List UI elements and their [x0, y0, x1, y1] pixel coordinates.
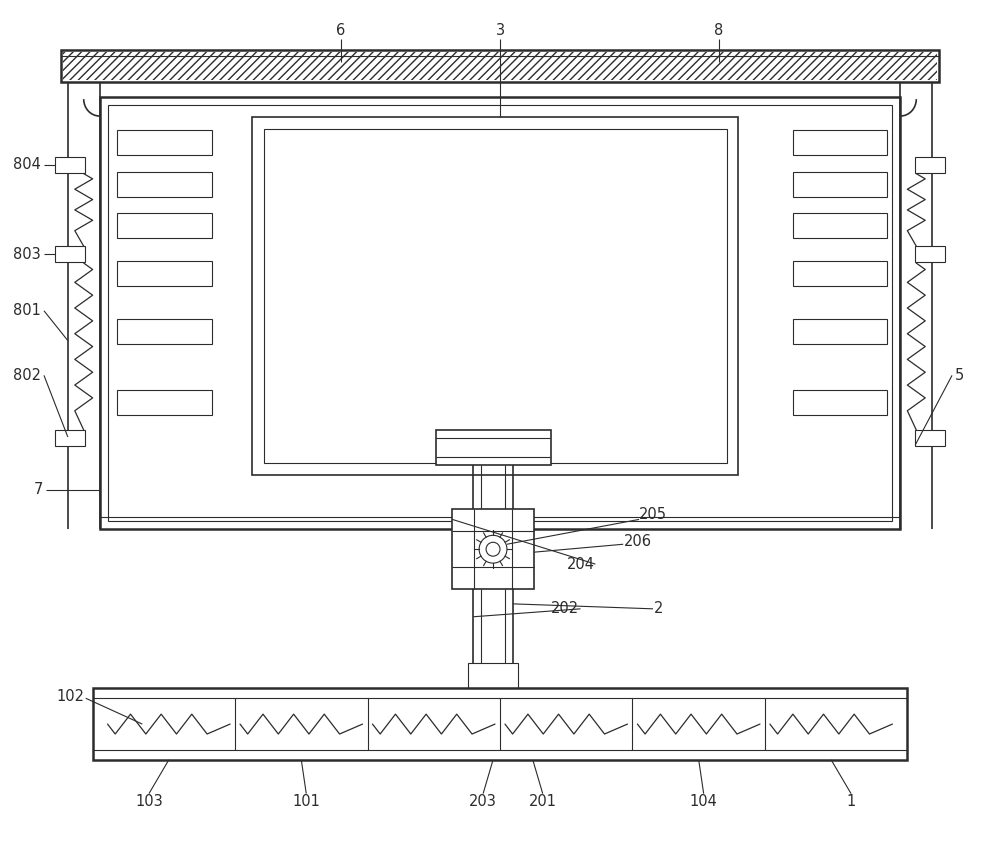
Text: 2: 2 — [654, 601, 663, 616]
Bar — [117, 318, 212, 343]
Text: 203: 203 — [469, 794, 497, 808]
Bar — [915, 430, 945, 446]
Bar — [55, 157, 85, 172]
Bar — [117, 214, 212, 239]
Text: 8: 8 — [714, 23, 723, 38]
Bar — [793, 390, 887, 415]
Text: 1: 1 — [846, 794, 856, 808]
Text: 803: 803 — [13, 246, 41, 262]
Text: 202: 202 — [551, 601, 579, 616]
Text: 6: 6 — [336, 23, 346, 38]
Bar — [63, 52, 937, 81]
Bar — [793, 172, 887, 196]
Text: 104: 104 — [690, 794, 718, 808]
Bar — [117, 130, 212, 154]
Bar — [117, 172, 212, 196]
Bar — [915, 157, 945, 172]
Text: 802: 802 — [13, 368, 41, 383]
Bar — [55, 430, 85, 446]
Text: 7: 7 — [34, 482, 43, 497]
Bar — [264, 129, 727, 462]
Text: 804: 804 — [13, 157, 41, 172]
Text: 206: 206 — [624, 534, 652, 549]
Bar — [468, 663, 518, 688]
Text: 102: 102 — [57, 689, 85, 704]
Text: 801: 801 — [13, 303, 41, 318]
Bar — [55, 246, 85, 262]
Bar — [100, 97, 900, 529]
Bar — [793, 318, 887, 343]
Bar — [793, 130, 887, 154]
Text: 5: 5 — [955, 368, 964, 383]
Bar — [117, 390, 212, 415]
Text: 204: 204 — [566, 557, 594, 571]
Text: 205: 205 — [639, 507, 667, 522]
Bar — [93, 688, 907, 760]
Bar — [61, 51, 939, 82]
Bar — [436, 430, 551, 465]
Text: 103: 103 — [135, 794, 163, 808]
Text: 101: 101 — [292, 794, 320, 808]
Bar — [117, 261, 212, 286]
Bar — [252, 117, 738, 474]
Bar — [793, 214, 887, 239]
Text: 201: 201 — [529, 794, 557, 808]
Bar — [793, 261, 887, 286]
Bar — [108, 106, 892, 522]
Text: 3: 3 — [495, 23, 505, 38]
Bar — [452, 510, 534, 589]
Bar — [915, 246, 945, 262]
